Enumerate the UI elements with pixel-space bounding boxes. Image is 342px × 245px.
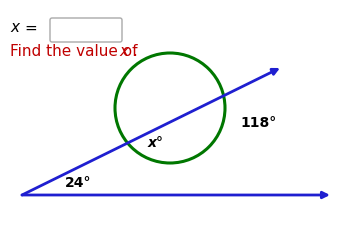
FancyBboxPatch shape (50, 18, 122, 42)
Text: .: . (128, 45, 138, 60)
Text: 24°: 24° (65, 176, 92, 190)
Text: Find the value of: Find the value of (10, 45, 142, 60)
Text: =: = (24, 21, 37, 36)
Text: x: x (10, 21, 19, 36)
Text: x: x (119, 45, 128, 60)
Text: 118°: 118° (240, 116, 276, 130)
Text: x°: x° (148, 136, 164, 150)
